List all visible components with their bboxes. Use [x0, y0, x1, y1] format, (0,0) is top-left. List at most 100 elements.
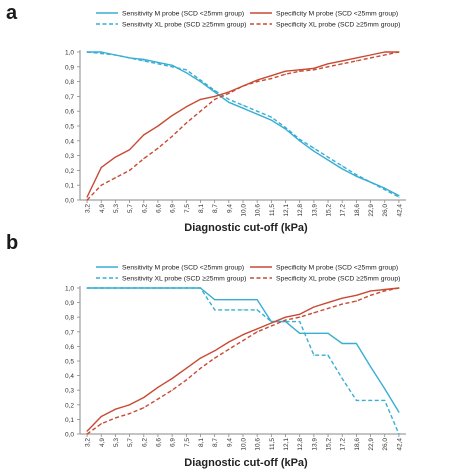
data-point [256, 331, 258, 333]
x-tick-label: 5,3 [113, 204, 120, 213]
x-tick-label: 6,2 [141, 204, 148, 213]
data-point [228, 299, 230, 301]
data-point [256, 81, 258, 83]
data-point [256, 309, 258, 311]
x-tick-label: 7,5 [184, 204, 191, 213]
data-point [313, 312, 315, 314]
data-point [214, 350, 216, 352]
legend-label: Specificity XL probe (SCD ≥25mm group) [276, 276, 400, 283]
x-tick-label: 15,2 [326, 204, 333, 217]
data-point [157, 61, 159, 63]
data-point [157, 287, 159, 289]
y-tick-label: 0,5 [65, 124, 74, 131]
x-tick-label: 5,3 [113, 438, 120, 447]
data-point [341, 377, 343, 380]
y-tick-label: 0,2 [65, 168, 74, 175]
y-tick-label: 0,5 [65, 359, 74, 366]
data-point [341, 63, 343, 65]
legend-label: Specificity M probe (SCD <25mm group) [276, 11, 398, 18]
data-point [256, 113, 258, 115]
data-point [341, 303, 343, 305]
x-tick-label: 15,2 [326, 438, 333, 451]
data-point [199, 98, 202, 100]
y-tick-label: 0,8 [65, 315, 74, 322]
data-point [199, 357, 202, 359]
legend-label: Specificity XL probe (SCD ≥25mm group) [276, 22, 400, 29]
panel-b-x-axis-title: Diagnostic cut-off (kPa) [184, 457, 308, 469]
data-point [384, 51, 386, 53]
x-tick-label: 6,6 [155, 204, 162, 213]
panel-b-chart: 0,0 0,1 0,2 0,3 0,4 0,5 0,6 0,7 0,8 0,9 1,0 3,2 4,9 5… [65, 265, 406, 451]
data-point [100, 287, 102, 289]
data-point [157, 125, 159, 127]
data-point [398, 196, 400, 198]
data-point [171, 64, 173, 66]
data-point [214, 98, 216, 100]
data-point [129, 149, 131, 151]
x-tick-label: 22,9 [368, 438, 375, 451]
panel-a-label: a [6, 2, 18, 24]
y-tick-label: 0,9 [65, 300, 74, 307]
data-point [228, 101, 230, 103]
data-point [214, 89, 216, 92]
data-point [100, 52, 102, 55]
legend-label: Specificity M probe (SCD <25mm group) [276, 265, 398, 272]
y-tick-label: 0,1 [65, 417, 74, 424]
data-point [299, 332, 301, 334]
data-point [327, 156, 329, 158]
data-point [199, 287, 202, 289]
data-point [157, 398, 159, 400]
data-point [214, 95, 216, 97]
panel-a-x-axis-title: Diagnostic cut-off (kPa) [184, 222, 308, 234]
panel-a-chart: 0,0 0,1 0,2 0,3 0,4 0,5 0,6 0,7 0,8 0,9 1,0 3,2 4,9 5… [65, 11, 406, 217]
x-tick-label: 22,9 [368, 204, 375, 217]
series-line-2 [87, 287, 400, 435]
x-tick-label: 8,1 [198, 204, 205, 213]
data-point [129, 57, 131, 59]
data-point [86, 199, 88, 201]
data-point [299, 70, 301, 72]
data-point [171, 135, 173, 137]
data-point [228, 309, 230, 311]
x-tick-label: 6,6 [155, 438, 162, 447]
data-point [242, 309, 244, 311]
data-point [157, 386, 159, 388]
data-point [228, 348, 230, 350]
data-point [369, 181, 372, 183]
data-point [256, 328, 258, 330]
data-point [114, 54, 117, 56]
data-point [86, 433, 88, 435]
data-point [143, 287, 145, 289]
y-tick-label: 0,4 [65, 373, 74, 380]
data-point [242, 299, 244, 301]
x-tick-label: 10,0 [241, 438, 248, 451]
data-point [228, 91, 230, 93]
data-point [355, 294, 357, 296]
data-point [242, 334, 244, 336]
x-tick-label: 42,4 [396, 438, 403, 451]
data-point [129, 169, 131, 171]
data-point [327, 332, 329, 334]
data-point [143, 134, 145, 136]
x-tick-label: 12,1 [283, 438, 290, 451]
data-point [341, 165, 343, 167]
data-point [242, 339, 244, 342]
data-point [299, 320, 301, 323]
data-point [355, 60, 357, 62]
x-tick-label: 13,9 [311, 438, 318, 451]
legend-label: Sensitivity XL probe (SCD ≥25mm group) [122, 276, 246, 283]
data-point [143, 58, 145, 61]
y-tick-label: 0,2 [65, 402, 74, 409]
data-point [355, 300, 357, 302]
data-point [384, 399, 386, 402]
data-point [284, 70, 287, 72]
x-tick-label: 11,5 [269, 438, 276, 451]
x-tick-label: 3,2 [85, 204, 92, 213]
data-point [270, 325, 272, 327]
data-point [384, 290, 386, 292]
data-point [214, 91, 216, 93]
data-point [242, 85, 244, 87]
data-point [114, 417, 117, 419]
data-point [270, 78, 272, 80]
data-point [256, 79, 258, 81]
